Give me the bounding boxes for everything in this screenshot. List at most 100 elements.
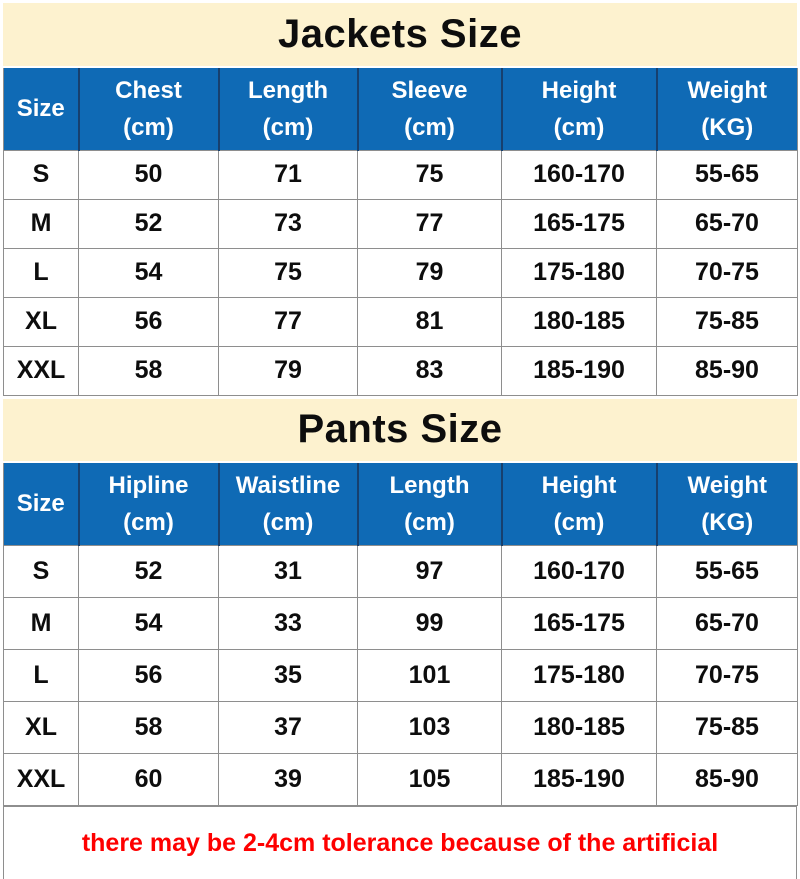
jackets-header-height: Height (cm) — [500, 68, 657, 150]
size-cell: XXL — [3, 345, 79, 396]
jackets-table: Size Chest (cm) Length (cm) Sleeve (cm) … — [3, 68, 798, 396]
value-cell: 56 — [78, 296, 219, 347]
size-cell: L — [3, 247, 79, 298]
value-cell: 65-70 — [656, 597, 798, 650]
value-cell: 55-65 — [656, 545, 798, 598]
value-cell: 60 — [78, 753, 219, 806]
jackets-header-length: Length (cm) — [217, 68, 358, 150]
value-cell: 103 — [357, 701, 502, 754]
table-row: L 54 75 79 175-180 70-75 — [3, 247, 798, 298]
header-unit: (cm) — [123, 113, 174, 141]
value-cell: 81 — [357, 296, 502, 347]
size-cell: XXL — [3, 753, 79, 806]
header-label: Height — [541, 76, 617, 104]
value-cell: 185-190 — [501, 753, 657, 806]
value-cell: 58 — [78, 345, 219, 396]
value-cell: 54 — [78, 597, 219, 650]
pants-table: Size Hipline (cm) Waistline (cm) Length … — [3, 462, 798, 806]
value-cell: 37 — [218, 701, 358, 754]
table-row: M 54 33 99 165-175 65-70 — [3, 597, 798, 650]
value-cell: 99 — [357, 597, 502, 650]
value-cell: 165-175 — [501, 597, 657, 650]
size-cell: XL — [3, 701, 79, 754]
header-unit: (cm) — [553, 508, 605, 536]
pants-header-height: Height (cm) — [500, 462, 657, 546]
pants-header-row: Size Hipline (cm) Waistline (cm) Length … — [3, 462, 798, 546]
value-cell: 79 — [357, 247, 502, 298]
size-cell: S — [3, 545, 79, 598]
size-cell: L — [3, 649, 79, 702]
value-cell: 105 — [357, 753, 502, 806]
value-cell: 70-75 — [656, 649, 798, 702]
header-label: Sleeve — [391, 76, 468, 104]
value-cell: 31 — [218, 545, 358, 598]
value-cell: 180-185 — [501, 701, 657, 754]
value-cell: 175-180 — [501, 247, 657, 298]
size-cell: S — [3, 149, 79, 200]
value-cell: 75-85 — [656, 701, 798, 754]
header-unit: (cm) — [553, 113, 605, 141]
value-cell: 160-170 — [501, 545, 657, 598]
header-label: Chest — [115, 76, 182, 104]
pants-banner: Pants Size — [3, 398, 797, 461]
value-cell: 50 — [78, 149, 219, 200]
pants-title: Pants Size — [297, 407, 503, 451]
header-unit: (cm) — [404, 508, 455, 536]
header-label: Height — [541, 471, 617, 499]
pants-header-waistline: Waistline (cm) — [217, 462, 358, 546]
header-unit: (KG) — [701, 113, 754, 141]
value-cell: 56 — [78, 649, 219, 702]
jackets-header-row: Size Chest (cm) Length (cm) Sleeve (cm) … — [3, 68, 798, 150]
header-unit: (cm) — [262, 508, 314, 536]
value-cell: 75 — [357, 149, 502, 200]
value-cell: 97 — [357, 545, 502, 598]
value-cell: 75 — [218, 247, 358, 298]
size-cell: M — [3, 198, 79, 249]
value-cell: 180-185 — [501, 296, 657, 347]
jackets-header-sleeve: Sleeve (cm) — [356, 68, 502, 150]
value-cell: 54 — [78, 247, 219, 298]
tolerance-note-bar: there may be 2-4cm tolerance because of … — [3, 806, 797, 879]
jackets-header-size: Size — [3, 68, 79, 150]
value-cell: 85-90 — [656, 753, 798, 806]
pants-header-hipline: Hipline (cm) — [77, 462, 219, 546]
value-cell: 55-65 — [656, 149, 798, 200]
jackets-title: Jackets Size — [278, 12, 522, 56]
value-cell: 160-170 — [501, 149, 657, 200]
value-cell: 83 — [357, 345, 502, 396]
table-row: L 56 35 101 175-180 70-75 — [3, 649, 798, 702]
value-cell: 52 — [78, 545, 219, 598]
table-row: XXL 60 39 105 185-190 85-90 — [3, 753, 798, 806]
value-cell: 33 — [218, 597, 358, 650]
header-unit: (cm) — [404, 113, 455, 141]
value-cell: 75-85 — [656, 296, 798, 347]
value-cell: 175-180 — [501, 649, 657, 702]
value-cell: 35 — [218, 649, 358, 702]
table-row: XXL 58 79 83 185-190 85-90 — [3, 345, 798, 396]
tolerance-note-text: there may be 2-4cm tolerance because of … — [81, 828, 719, 857]
value-cell: 70-75 — [656, 247, 798, 298]
header-unit: (KG) — [701, 508, 754, 536]
value-cell: 85-90 — [656, 345, 798, 396]
jackets-header-weight: Weight (KG) — [655, 68, 798, 150]
header-label: Length — [248, 76, 328, 104]
size-cell: XL — [3, 296, 79, 347]
value-cell: 101 — [357, 649, 502, 702]
value-cell: 52 — [78, 198, 219, 249]
header-label: Size — [16, 490, 65, 518]
value-cell: 77 — [218, 296, 358, 347]
header-label: Waistline — [235, 471, 341, 499]
table-row: S 50 71 75 160-170 55-65 — [3, 149, 798, 200]
value-cell: 185-190 — [501, 345, 657, 396]
pants-header-length: Length (cm) — [356, 462, 502, 546]
table-row: XL 58 37 103 180-185 75-85 — [3, 701, 798, 754]
value-cell: 165-175 — [501, 198, 657, 249]
table-row: M 52 73 77 165-175 65-70 — [3, 198, 798, 249]
pants-header-size: Size — [3, 462, 79, 546]
table-row: XL 56 77 81 180-185 75-85 — [3, 296, 798, 347]
table-row: S 52 31 97 160-170 55-65 — [3, 545, 798, 598]
value-cell: 39 — [218, 753, 358, 806]
size-cell: M — [3, 597, 79, 650]
value-cell: 65-70 — [656, 198, 798, 249]
